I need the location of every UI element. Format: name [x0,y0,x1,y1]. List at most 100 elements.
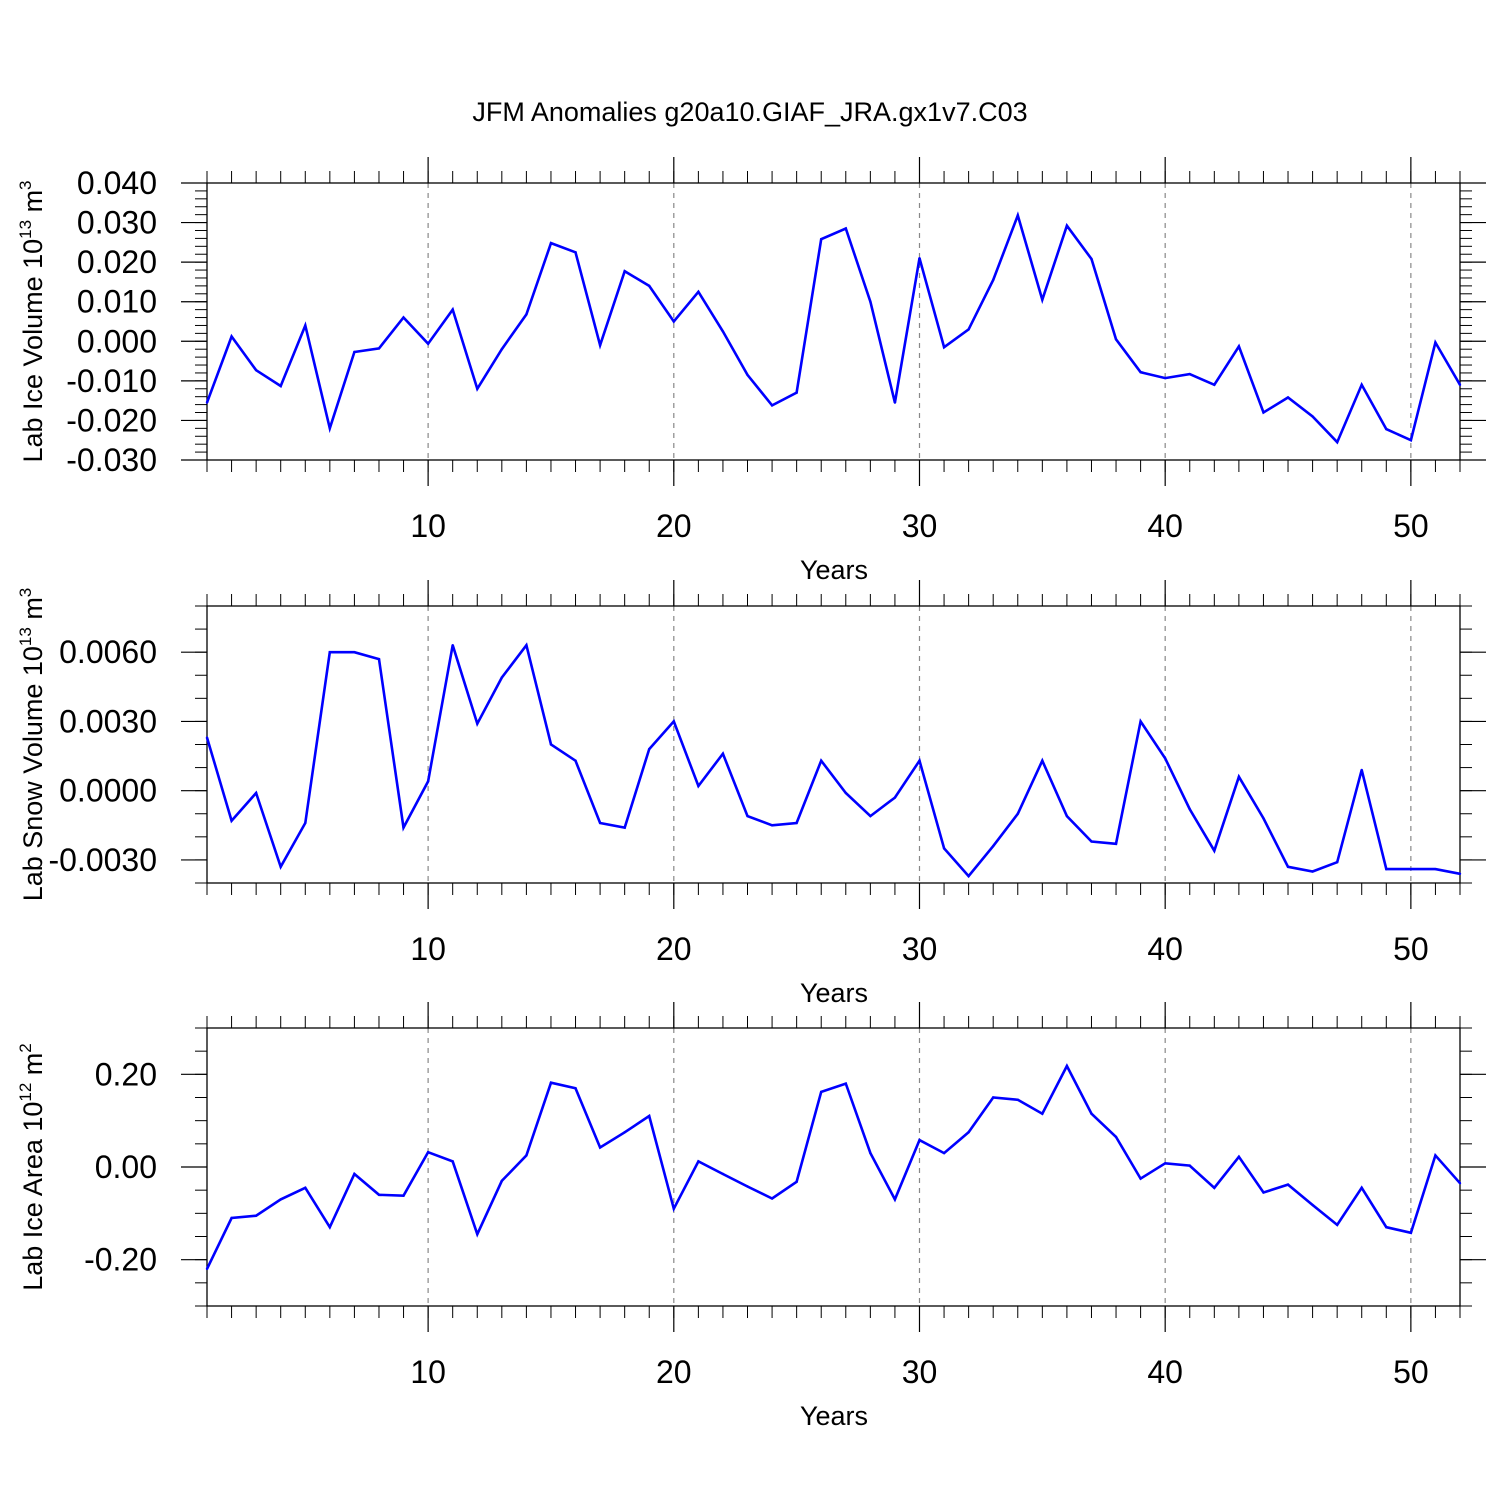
y-axis-label: Lab Snow Volume 1013 m3 [16,588,48,902]
data-point [844,227,847,230]
data-point [500,348,504,351]
data-point [426,780,430,783]
data-point [746,1185,749,1188]
y-axis-label: Lab Ice Area 1012 m2 [16,1043,48,1291]
data-point [770,1197,774,1200]
data-point [1311,1203,1314,1207]
data-point [648,1114,651,1118]
data-point [991,844,995,848]
data-point [1139,1177,1142,1180]
y-tick-label: 0.020 [77,244,157,280]
data-point [353,1172,356,1176]
data-point [893,401,897,404]
y-tick-label: 0.040 [77,165,157,201]
data-point [254,368,258,372]
y-axis-label-unit-exponent: 3 [16,588,35,597]
data-point [697,1160,700,1163]
data-point [918,256,921,260]
data-point [1434,867,1437,871]
data-point [1458,383,1462,387]
data-point [721,752,725,755]
x-tick-label: 40 [1147,931,1183,967]
data-point [500,676,504,679]
data-point [918,759,921,762]
data-point [1286,396,1290,399]
data-point [525,1154,528,1157]
data-point [967,1131,970,1134]
data-point [279,384,282,388]
data-point [1458,872,1462,875]
data-point [377,347,381,350]
y-tick-label: -0.030 [66,442,157,478]
data-point [1335,861,1339,864]
data-point [1335,440,1339,444]
data-point [205,1267,209,1271]
data-point [1041,759,1044,762]
y-tick-label: -0.020 [66,402,157,438]
data-point [1335,1223,1339,1227]
data-point [1016,214,1019,217]
x-tick-label: 30 [902,508,938,544]
data-point [820,759,823,762]
data-point [328,427,332,430]
data-point [869,300,872,303]
data-point [795,1180,798,1184]
data-point [304,324,307,327]
data-point [795,391,798,394]
data-point [893,1198,897,1201]
x-tick-label: 50 [1393,1354,1429,1390]
y-axis-label-exponent: 13 [16,220,35,239]
y-axis-label-exponent: 13 [16,627,35,646]
plot-frame [206,1027,1461,1307]
data-point [549,241,553,245]
data-point [353,650,356,654]
data-point [598,344,602,347]
x-tick-label: 20 [656,931,692,967]
data-point [1016,812,1019,815]
data-point [1311,870,1314,873]
y-axis-label-unit: m [18,190,48,220]
data-point [1163,757,1167,760]
data-point [500,1179,504,1183]
data-point [942,847,946,850]
data-point [254,791,258,795]
data-point [377,657,381,661]
data-point [1434,1154,1437,1157]
x-tick-label: 50 [1393,931,1429,967]
data-point [574,1087,577,1090]
data-point [476,387,479,390]
data-point [279,1198,282,1201]
data-point [1262,411,1265,414]
data-point [967,874,970,878]
x-tick-label: 40 [1147,508,1183,544]
data-point [1090,257,1093,261]
data-point [1139,720,1142,723]
data-point [1286,865,1290,869]
series-line [205,211,1462,445]
y-axis-label-text: Lab Ice Area 10 [18,1102,48,1291]
data-point [525,313,528,316]
data-point [205,401,209,404]
data-point [402,826,405,829]
y-tick-label: -0.0030 [48,842,157,878]
data-point [795,821,798,825]
y-tick-label: 0.0030 [59,703,157,739]
y-tick-label: 0.00 [95,1149,157,1185]
data-point [205,736,209,739]
data-point [1065,1064,1069,1068]
data-point [1041,298,1044,301]
data-point [623,826,626,829]
data-point [746,814,749,818]
data-point [1311,415,1314,418]
data-point [1237,345,1241,348]
data-point [648,747,651,751]
chart-panel-3: 0.20 0.00 -0.20 10 20 30 40 50 Years Lab Ice Area… [16,1002,1486,1431]
data-point [402,316,405,319]
data-point [1213,849,1216,852]
data-point [328,650,332,654]
data-point [1041,1112,1044,1115]
data-point [1237,1155,1241,1159]
y-tick-label: 0.0060 [59,634,157,670]
data-point [770,404,774,407]
